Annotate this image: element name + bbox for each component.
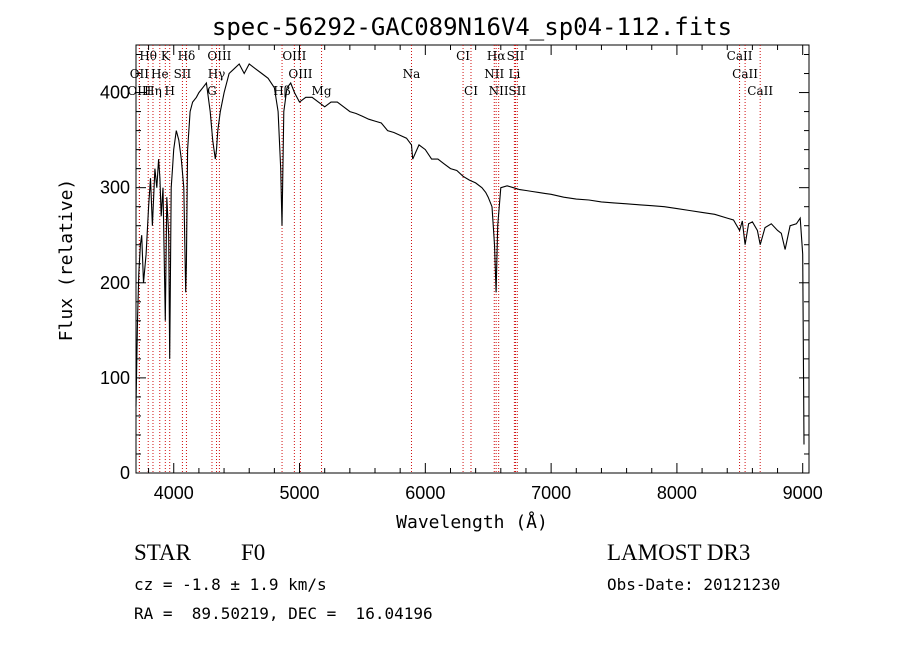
- y-tick-label: 0: [120, 463, 130, 483]
- observation-date: Obs-Date: 20121230: [607, 575, 781, 594]
- spectral-line-markers: [138, 45, 761, 473]
- spectral-line-label: CaII: [727, 49, 753, 63]
- y-tick-label: 400: [100, 83, 130, 103]
- y-tick-label: 200: [100, 273, 130, 293]
- object-subclass: F0: [241, 540, 266, 565]
- object-type: STAR: [134, 540, 191, 565]
- spectral-line-label: Hα: [487, 49, 506, 63]
- x-tick-label: 5000: [280, 483, 320, 503]
- x-tick-label: 9000: [783, 483, 823, 503]
- spectral-line-label: OIII: [282, 49, 306, 63]
- y-tick-label: 100: [100, 368, 130, 388]
- spectral-line-label: He: [151, 67, 169, 81]
- spectral-line-label: K: [161, 49, 171, 63]
- spectral-line-label: CI: [464, 84, 478, 98]
- spectral-line-label: Na: [403, 67, 421, 81]
- spectral-line-label: NII: [489, 84, 509, 98]
- x-tick-label: 6000: [405, 483, 445, 503]
- spectral-line-label: Mg: [312, 84, 332, 98]
- spectral-line-label: G: [207, 84, 217, 98]
- x-tick-label: 4000: [154, 483, 194, 503]
- spectral-line-label: SII: [507, 49, 525, 63]
- spectral-line-label: OIII: [207, 49, 231, 63]
- spectral-line-label: Li: [508, 67, 520, 81]
- x-tick-label: 8000: [657, 483, 697, 503]
- y-tick-label: 300: [100, 178, 130, 198]
- spectral-line-label: SII: [508, 84, 526, 98]
- y-axis-label: Flux (relative): [56, 179, 77, 342]
- redshift-velocity: cz = -1.8 ± 1.9 km/s: [134, 575, 327, 594]
- spectral-line-label: CaII: [747, 84, 773, 98]
- spectral-line-label: CaII: [732, 67, 758, 81]
- spectrum-line: [135, 63, 805, 445]
- spectral-line-label: SII: [174, 67, 192, 81]
- coordinates: RA = 89.50219, DEC = 16.04196: [134, 604, 433, 623]
- spectral-line-label: OIII: [288, 67, 312, 81]
- y-axis-ticks: 0 100 200 300 400: [100, 54, 809, 483]
- x-tick-label: 7000: [531, 483, 571, 503]
- spectral-line-label: Hγ: [208, 67, 226, 81]
- spectral-line-label: NII: [484, 67, 504, 81]
- spectral-line-label: Hδ: [178, 49, 196, 63]
- x-axis-label: Wavelength (Å): [396, 511, 548, 533]
- spectral-line-label: H: [164, 84, 174, 98]
- spectral-line-label: OIII: [127, 84, 151, 98]
- spectral-line-label: Hθ: [139, 49, 157, 63]
- plot-frame: [135, 44, 810, 474]
- chart-title: spec-56292-GAC089N16V4_sp04-112.fits: [212, 13, 732, 41]
- spectral-line-label: Hη: [144, 84, 162, 98]
- spectral-line-label: CI: [456, 49, 470, 63]
- survey-name: LAMOST DR3: [607, 540, 751, 565]
- x-axis-ticks: 4000 5000 6000 7000 8000 9000: [148, 45, 823, 503]
